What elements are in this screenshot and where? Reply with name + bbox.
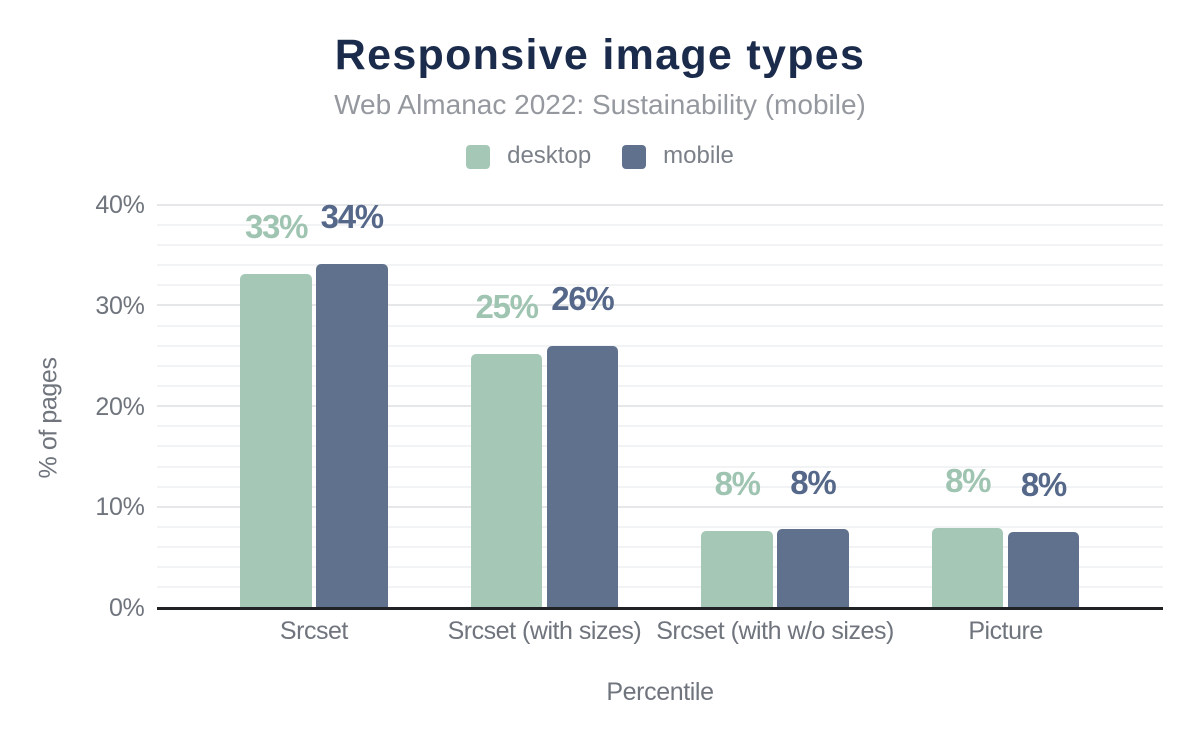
minor-gridline (157, 324, 1163, 327)
bar-value-label-desktop-picture: 8% (945, 462, 991, 500)
y-tick-label: 0% (108, 594, 145, 622)
bar-value-label-mobile-srcset-with-w-o-sizes: 8% (790, 463, 836, 501)
x-axis-title: Percentile (606, 678, 714, 706)
x-category-label-srcset: Srcset (279, 616, 348, 645)
minor-gridline (157, 546, 1163, 549)
legend-label-mobile: mobile (663, 142, 734, 169)
y-tick-label: 40% (95, 191, 145, 220)
bar-mobile-srcset-with-sizes (546, 345, 619, 608)
minor-gridline (157, 445, 1163, 448)
legend-item-mobile: mobile (622, 142, 734, 169)
bar-desktop-srcset-with-sizes (470, 353, 543, 608)
bar-value-label-desktop-srcset: 33% (244, 208, 308, 246)
major-gridline (157, 505, 1163, 508)
legend-label-desktop: desktop (507, 142, 592, 169)
x-category-label-picture: Picture (968, 616, 1043, 645)
bar-mobile-srcset-with-w-o-sizes (777, 529, 849, 608)
legend-swatch-mobile (622, 145, 647, 169)
minor-gridline (157, 364, 1163, 367)
minor-gridline (157, 264, 1163, 267)
minor-gridline (157, 344, 1163, 347)
bar-desktop-picture (931, 527, 1004, 608)
x-category-label-srcset-with-sizes: Srcset (with sizes) (447, 616, 642, 645)
y-tick-label: 10% (95, 493, 145, 522)
bar-desktop-srcset (240, 274, 312, 608)
major-gridline (157, 405, 1163, 408)
chart-subtitle: Web Almanac 2022: Sustainability (mobile… (334, 88, 866, 120)
legend-swatch-desktop (466, 145, 491, 169)
minor-gridline (157, 465, 1163, 468)
x-axis-line (157, 606, 1163, 610)
bar-value-label-mobile-srcset-with-sizes: 26% (551, 279, 614, 317)
bar-value-label-desktop-srcset-with-sizes: 25% (475, 287, 539, 325)
chart-title: Responsive image types (334, 30, 866, 79)
y-tick-label: 20% (95, 392, 145, 421)
bar-desktop-srcset-with-w-o-sizes (701, 530, 773, 608)
minor-gridline (157, 525, 1163, 528)
bar-mobile-srcset (316, 264, 388, 608)
bar-value-label-desktop-srcset-with-w-o-sizes: 8% (714, 465, 761, 503)
minor-gridline (157, 223, 1163, 226)
minor-gridline (157, 284, 1163, 287)
bar-value-label-mobile-srcset: 34% (320, 198, 384, 236)
legend: desktop mobile (0, 142, 1200, 169)
minor-gridline (157, 485, 1163, 488)
minor-gridline (157, 566, 1163, 569)
minor-gridline (157, 243, 1163, 246)
major-gridline (157, 304, 1163, 307)
major-gridline (157, 203, 1163, 206)
bar-value-label-mobile-picture: 8% (1020, 466, 1067, 504)
minor-gridline (157, 586, 1163, 589)
x-category-label-srcset-with-w-o-sizes: Srcset (with w/o sizes) (656, 616, 894, 645)
minor-gridline (157, 425, 1163, 428)
legend-item-desktop: desktop (466, 142, 592, 169)
bar-mobile-picture (1007, 531, 1080, 608)
y-axis-title: % of pages (34, 357, 63, 479)
minor-gridline (157, 384, 1163, 387)
y-tick-label: 30% (95, 291, 145, 320)
